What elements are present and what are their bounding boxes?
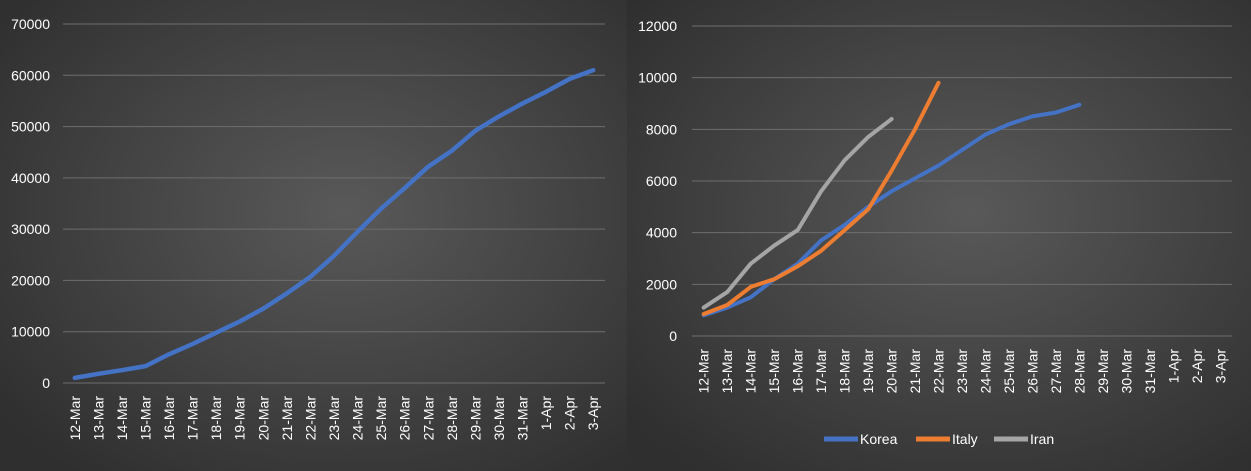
legend-label-iran: Iran bbox=[1030, 431, 1054, 447]
y-tick-label: 0 bbox=[669, 328, 677, 344]
x-tick-label: 13-Mar bbox=[719, 349, 735, 394]
x-tick-label: 19-Mar bbox=[232, 396, 248, 441]
x-tick-label: 29-Mar bbox=[467, 396, 483, 441]
y-tick-label: 6000 bbox=[646, 173, 677, 189]
x-tick-label: 12-Mar bbox=[67, 396, 83, 441]
x-tick-label: 20-Mar bbox=[884, 349, 900, 394]
chart-right-background bbox=[627, 0, 1251, 471]
x-tick-label: 30-Mar bbox=[1118, 349, 1134, 394]
x-tick-label: 21-Mar bbox=[907, 349, 923, 394]
x-tick-label: 21-Mar bbox=[279, 396, 295, 441]
y-tick-label: 30000 bbox=[11, 221, 50, 237]
x-tick-label: 28-Mar bbox=[1071, 349, 1087, 394]
x-tick-label: 1-Apr bbox=[538, 396, 554, 431]
x-tick-label: 1-Apr bbox=[1165, 349, 1181, 384]
x-tick-label: 29-Mar bbox=[1095, 349, 1111, 394]
x-tick-label: 14-Mar bbox=[114, 396, 130, 441]
y-tick-label: 40000 bbox=[11, 170, 50, 186]
x-tick-label: 18-Mar bbox=[837, 349, 853, 394]
x-tick-label: 26-Mar bbox=[397, 396, 413, 441]
legend-label-korea: Korea bbox=[860, 431, 898, 447]
x-tick-label: 27-Mar bbox=[1048, 349, 1064, 394]
y-tick-label: 2000 bbox=[646, 276, 677, 292]
x-tick-label: 19-Mar bbox=[860, 349, 876, 394]
y-tick-label: 10000 bbox=[11, 324, 50, 340]
x-tick-label: 24-Mar bbox=[977, 349, 993, 394]
x-tick-label: 2-Apr bbox=[562, 396, 578, 431]
x-tick-label: 17-Mar bbox=[185, 396, 201, 441]
y-tick-label: 70000 bbox=[11, 16, 50, 32]
y-tick-label: 20000 bbox=[11, 272, 50, 288]
x-tick-label: 14-Mar bbox=[743, 349, 759, 394]
chart-left-background bbox=[0, 0, 627, 471]
x-tick-label: 31-Mar bbox=[515, 396, 531, 441]
x-tick-label: 17-Mar bbox=[813, 349, 829, 394]
chart-right: 0 2000 4000 6000 8000 10000 12000 12-Mar 13-Mar… bbox=[627, 0, 1251, 471]
x-tick-label: 24-Mar bbox=[350, 396, 366, 441]
x-tick-label: 15-Mar bbox=[137, 396, 153, 441]
chart-right-panel: 0 2000 4000 6000 8000 10000 12000 12-Mar 13-Mar… bbox=[627, 0, 1251, 471]
x-tick-label: 12-Mar bbox=[696, 349, 712, 394]
chart-left: 0 10000 20000 30000 40000 50000 60000 70000 12-… bbox=[0, 0, 627, 471]
y-tick-label: 50000 bbox=[11, 119, 50, 135]
y-tick-label: 60000 bbox=[11, 67, 50, 83]
y-tick-label: 4000 bbox=[646, 225, 677, 241]
x-tick-label: 28-Mar bbox=[444, 396, 460, 441]
x-tick-label: 30-Mar bbox=[491, 396, 507, 441]
x-tick-label: 27-Mar bbox=[420, 396, 436, 441]
y-tick-label: 8000 bbox=[646, 121, 677, 137]
x-tick-label: 18-Mar bbox=[208, 396, 224, 441]
x-tick-label: 3-Apr bbox=[1212, 349, 1228, 384]
x-tick-label: 13-Mar bbox=[90, 396, 106, 441]
x-tick-label: 23-Mar bbox=[326, 396, 342, 441]
x-tick-label: 26-Mar bbox=[1024, 349, 1040, 394]
x-tick-label: 23-Mar bbox=[954, 349, 970, 394]
x-tick-label: 15-Mar bbox=[766, 349, 782, 394]
y-tick-label: 10000 bbox=[638, 70, 677, 86]
x-tick-label: 16-Mar bbox=[790, 349, 806, 394]
x-tick-label: 20-Mar bbox=[255, 396, 271, 441]
x-tick-label: 22-Mar bbox=[302, 396, 318, 441]
x-tick-label: 31-Mar bbox=[1142, 349, 1158, 394]
x-tick-label: 3-Apr bbox=[585, 396, 601, 431]
x-tick-label: 25-Mar bbox=[1001, 349, 1017, 394]
legend-label-italy: Italy bbox=[952, 431, 978, 447]
chart-left-panel: 0 10000 20000 30000 40000 50000 60000 70000 12-… bbox=[0, 0, 627, 471]
y-tick-label: 12000 bbox=[638, 18, 677, 34]
y-tick-label: 0 bbox=[42, 375, 50, 391]
x-tick-label: 25-Mar bbox=[373, 396, 389, 441]
x-tick-label: 16-Mar bbox=[161, 396, 177, 441]
x-tick-label: 2-Apr bbox=[1189, 349, 1205, 384]
x-tick-label: 22-Mar bbox=[931, 349, 947, 394]
